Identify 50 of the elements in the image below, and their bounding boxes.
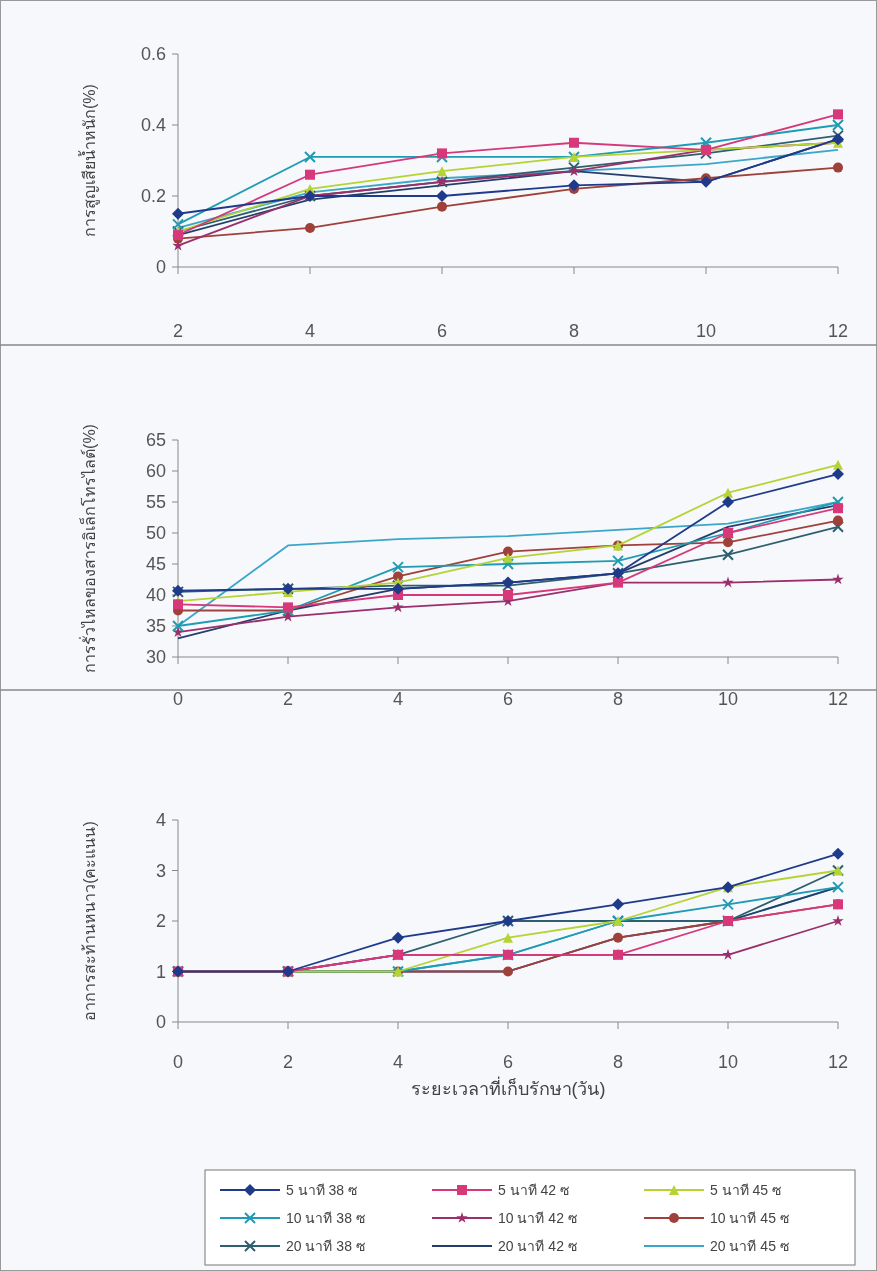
legend-label: 10 นาที 42 ซ <box>498 1210 578 1226</box>
legend-label: 20 นาที 42 ซ <box>498 1238 578 1254</box>
y-tick-label: 35 <box>145 616 166 636</box>
x-tick-label: 12 <box>827 1052 849 1072</box>
x-tick-label: 12 <box>827 689 849 709</box>
y-tick-label: 45 <box>145 554 166 574</box>
x-tick-label: 8 <box>612 689 624 709</box>
x-tick-label: 10 <box>717 1052 739 1072</box>
x-tick-label: 4 <box>304 321 316 341</box>
y-axis-title: การสูญเสียน้ำหนัก(%) <box>78 84 100 237</box>
x-tick-label: 10 <box>717 689 739 709</box>
y-tick-label: 55 <box>145 492 166 512</box>
x-tick-label: 12 <box>827 321 849 341</box>
x-tick-label: 8 <box>612 1052 624 1072</box>
y-tick-label: 3 <box>155 860 166 881</box>
legend-label: 10 นาที 38 ซ <box>286 1210 366 1226</box>
y-tick-label: 0 <box>155 257 166 277</box>
y-tick-label: 40 <box>145 585 166 605</box>
x-tick-label: 2 <box>282 689 294 709</box>
legend-label: 5 นาที 45 ซ <box>710 1182 783 1198</box>
x-tick-label: 2 <box>282 1052 294 1072</box>
legend-label: 10 นาที 45 ซ <box>710 1210 790 1226</box>
y-tick-label: 60 <box>145 461 166 481</box>
legend-label: 20 นาที 45 ซ <box>710 1238 790 1254</box>
x-tick-label: 6 <box>502 689 514 709</box>
y-tick-label: 65 <box>145 430 166 450</box>
legend-label: 5 นาที 42 ซ <box>498 1182 571 1198</box>
y-tick-label: 50 <box>145 523 166 543</box>
y-tick-label: 1 <box>155 961 166 982</box>
y-tick-label: 0.2 <box>140 186 166 206</box>
x-tick-label: 6 <box>502 1052 514 1072</box>
y-tick-label: 30 <box>145 647 166 667</box>
legend-label: 5 นาที 38 ซ <box>286 1182 359 1198</box>
y-tick-label: 0.4 <box>140 115 166 135</box>
x-tick-label: 8 <box>568 321 580 341</box>
x-axis-title: ระยะเวลาที่เก็บรักษา(วัน) <box>410 1076 606 1099</box>
y-tick-label: 0 <box>155 1012 166 1032</box>
y-tick-label: 0.6 <box>140 44 166 64</box>
y-tick-label: 2 <box>155 911 166 931</box>
y-tick-label: 4 <box>155 810 166 830</box>
x-tick-label: 2 <box>172 321 184 341</box>
x-tick-label: 6 <box>436 321 448 341</box>
x-tick-label: 0 <box>172 1052 184 1072</box>
y-axis-title: อาการสะท้านหนาว(คะแนน) <box>81 821 98 1021</box>
legend-label: 20 นาที 38 ซ <box>286 1238 366 1254</box>
y-axis-title: การรั่วไหลของสารอิเล็กโทรไลต์(%) <box>78 424 98 673</box>
x-tick-label: 0 <box>172 689 184 709</box>
x-tick-label: 4 <box>392 1052 404 1072</box>
x-tick-label: 4 <box>392 689 404 709</box>
x-tick-label: 10 <box>695 321 717 341</box>
